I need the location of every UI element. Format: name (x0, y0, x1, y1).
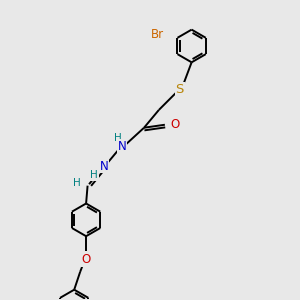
Text: Br: Br (151, 28, 164, 41)
Text: H: H (114, 133, 122, 142)
Text: O: O (171, 118, 180, 131)
Text: S: S (176, 82, 184, 96)
Text: H: H (73, 178, 81, 188)
Text: O: O (82, 254, 91, 266)
Text: H: H (90, 170, 98, 180)
Text: N: N (100, 160, 108, 173)
Text: N: N (117, 140, 126, 153)
